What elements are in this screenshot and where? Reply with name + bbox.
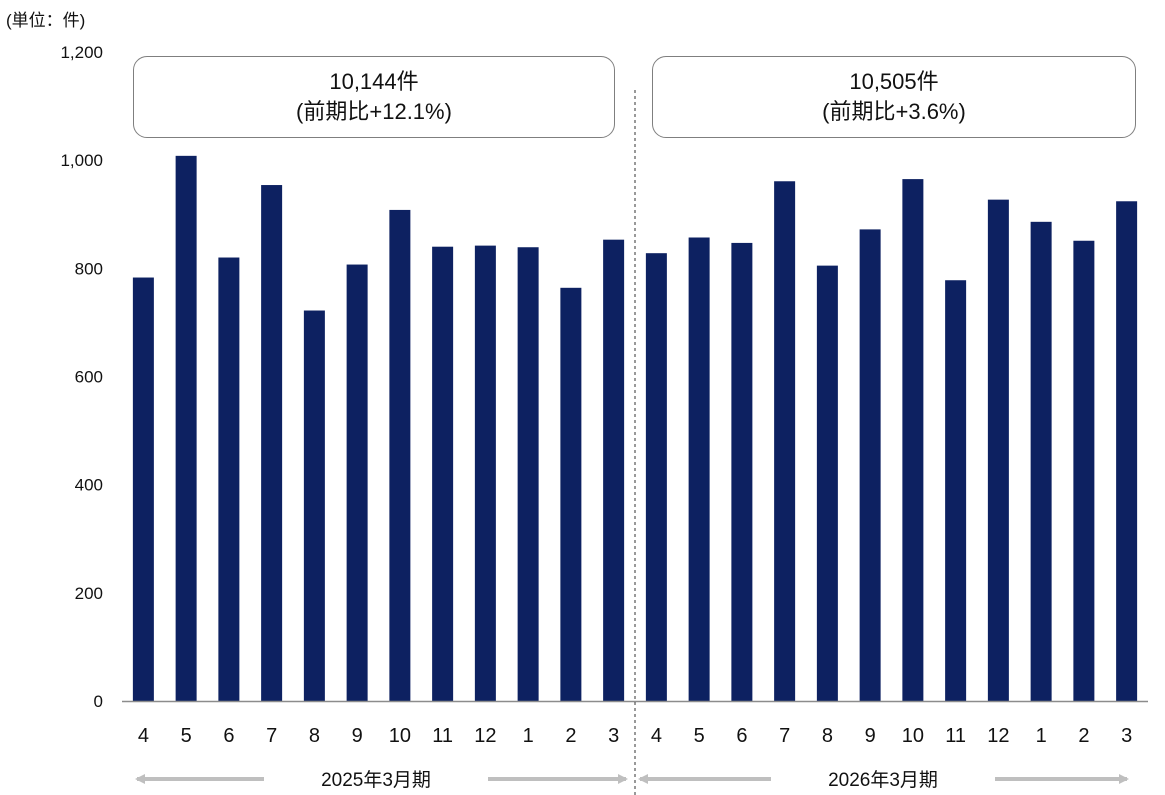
y-tick-label: 600 — [75, 368, 103, 387]
bar — [1073, 240, 1095, 701]
x-tick-label: 2 — [565, 725, 576, 747]
x-tick-label: 8 — [822, 725, 833, 747]
bar — [688, 237, 710, 701]
period-label: 2026年3月期 — [828, 769, 938, 791]
y-tick-label: 1,000 — [60, 151, 103, 170]
x-tick-label: 6 — [223, 725, 234, 747]
x-tick-label: 9 — [352, 725, 363, 747]
period-total-2: 10,505件 — [849, 69, 939, 94]
bar — [774, 181, 796, 702]
x-tick-label: 1 — [523, 725, 534, 747]
y-tick-label: 400 — [75, 476, 103, 495]
bar — [261, 185, 283, 702]
bar — [346, 264, 368, 701]
bar — [218, 257, 240, 701]
bar — [945, 280, 967, 701]
bar — [731, 242, 753, 701]
period-change-2: (前期比+3.6%) — [822, 99, 966, 124]
bar — [603, 239, 625, 701]
x-tick-label: 1 — [1036, 725, 1047, 747]
y-tick-label: 800 — [75, 259, 103, 278]
x-tick-label: 2 — [1078, 725, 1089, 747]
bar — [902, 179, 924, 702]
x-tick-label: 12 — [474, 725, 496, 747]
period-label: 2025年3月期 — [321, 769, 431, 791]
bar — [645, 253, 667, 701]
x-tick-label: 7 — [779, 725, 790, 747]
y-tick-label: 200 — [75, 584, 103, 603]
bar — [132, 277, 154, 701]
period-summary-box-2: 10,505件 (前期比+3.6%) — [652, 56, 1136, 138]
y-tick-label: 0 — [94, 692, 103, 711]
period-change-1: (前期比+12.1%) — [296, 99, 452, 124]
unit-label: (単位：件) — [6, 11, 86, 30]
bar — [816, 265, 838, 701]
bar — [432, 246, 454, 701]
bar — [560, 287, 582, 701]
x-tick-label: 11 — [945, 725, 966, 747]
x-tick-label: 5 — [181, 725, 192, 747]
bar — [1116, 201, 1138, 701]
y-tick-label: 1,200 — [60, 43, 103, 62]
x-tick-label: 8 — [309, 725, 320, 747]
bar — [175, 155, 197, 702]
bar — [517, 247, 539, 701]
bar — [389, 209, 411, 701]
x-tick-label: 9 — [865, 725, 876, 747]
x-tick-label: 11 — [432, 725, 453, 747]
x-tick-label: 3 — [608, 725, 619, 747]
x-tick-label: 10 — [902, 725, 924, 747]
bar — [474, 245, 496, 701]
x-tick-label: 4 — [138, 725, 149, 747]
x-tick-label: 6 — [736, 725, 747, 747]
x-tick-label: 3 — [1121, 725, 1132, 747]
x-tick-label: 4 — [651, 725, 662, 747]
period-summary-box-1: 10,144件 (前期比+12.1%) — [133, 56, 615, 138]
bar — [987, 199, 1009, 701]
x-tick-label: 12 — [987, 725, 1009, 747]
x-tick-label: 5 — [694, 725, 705, 747]
bar — [1030, 221, 1052, 702]
x-tick-label: 10 — [389, 725, 411, 747]
bar — [859, 229, 881, 702]
bar — [303, 310, 325, 701]
period-total-1: 10,144件 — [329, 69, 419, 94]
x-tick-label: 7 — [266, 725, 277, 747]
